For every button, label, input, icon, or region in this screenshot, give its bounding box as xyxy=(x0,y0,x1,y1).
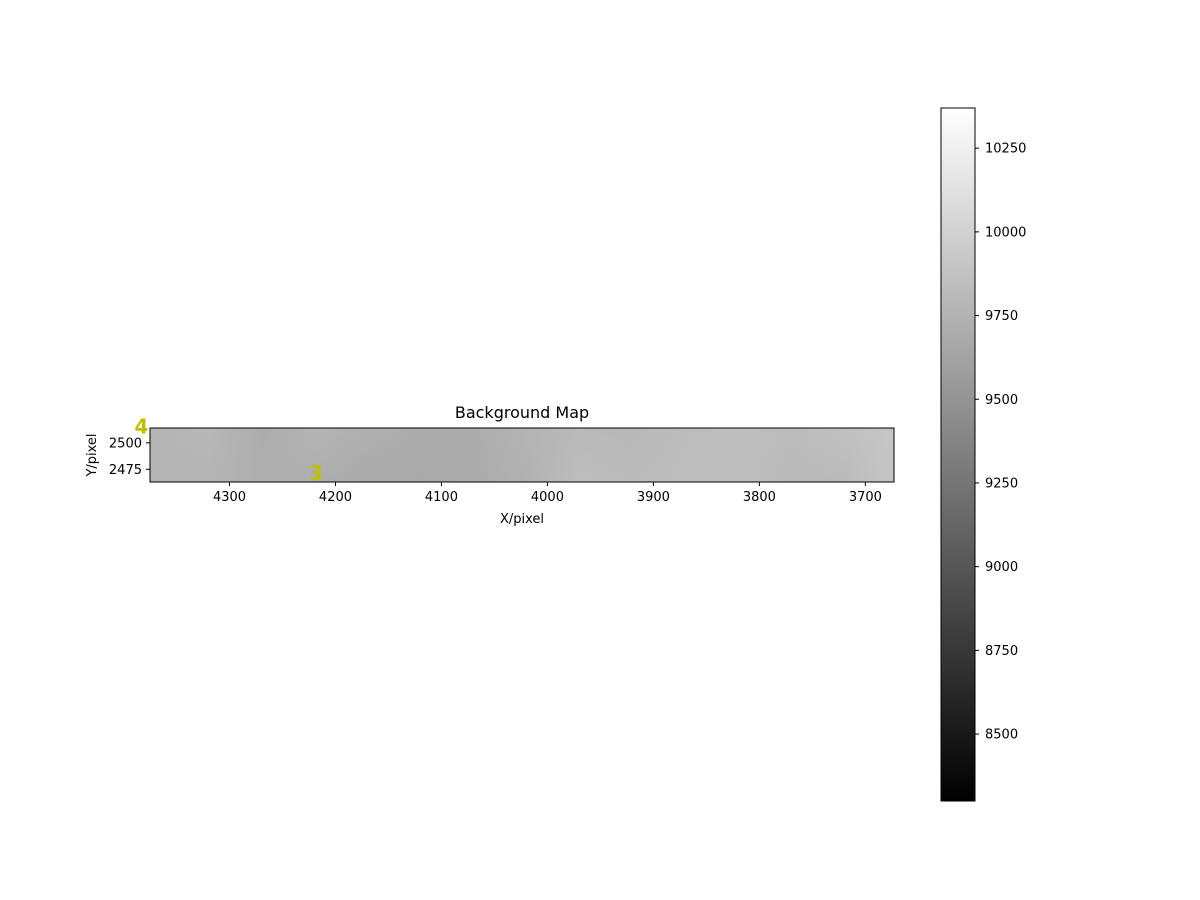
plot-frame xyxy=(149,427,895,483)
x-axis-label: X/pixel xyxy=(500,512,544,527)
x-axis-ticks: 4300 4200 4100 4000 3900 3800 3700 xyxy=(213,482,882,505)
colorbar-tick-label: 10000 xyxy=(985,225,1026,240)
x-tick-label: 4000 xyxy=(531,490,564,505)
x-tick-label: 3800 xyxy=(743,490,776,505)
colorbar-tick-label: 9250 xyxy=(985,476,1018,491)
heatmap-top-layer xyxy=(150,428,894,482)
x-tick-label: 4300 xyxy=(213,490,246,505)
y-axis-ticks: 2475 2500 xyxy=(109,436,150,478)
colorbar-tick-label: 8500 xyxy=(985,728,1018,743)
x-tick-label: 3900 xyxy=(637,490,670,505)
x-tick-label: 4200 xyxy=(319,490,352,505)
colorbar-tick-label: 10250 xyxy=(985,142,1026,157)
chart-title: Background Map xyxy=(455,403,589,422)
colorbar-gradient xyxy=(941,108,975,801)
colorbar-ticks: 8500 8750 9000 9250 9500 9750 10000 10250 xyxy=(975,142,1026,743)
colorbar-tick-label: 8750 xyxy=(985,644,1018,659)
annotation-label: 3 xyxy=(309,461,323,485)
y-axis-label: Y/pixel xyxy=(85,433,100,477)
annotations: 43 xyxy=(135,414,324,485)
y-tick-label: 2500 xyxy=(109,436,142,451)
overlay-arc xyxy=(20,471,154,538)
colorbar-tick-label: 9750 xyxy=(985,309,1018,324)
colorbar: 8500 8750 9000 9250 9500 9750 10000 10250 xyxy=(940,107,1026,802)
colorbar-tick-label: 9000 xyxy=(985,560,1018,575)
annotation-label: 4 xyxy=(135,414,149,438)
colorbar-tick-label: 9500 xyxy=(985,393,1018,408)
colorbar-frame xyxy=(940,107,976,802)
y-tick-label: 2475 xyxy=(109,463,142,478)
x-tick-label: 3700 xyxy=(849,490,882,505)
heatmap-image xyxy=(20,428,894,538)
x-tick-label: 4100 xyxy=(425,490,458,505)
